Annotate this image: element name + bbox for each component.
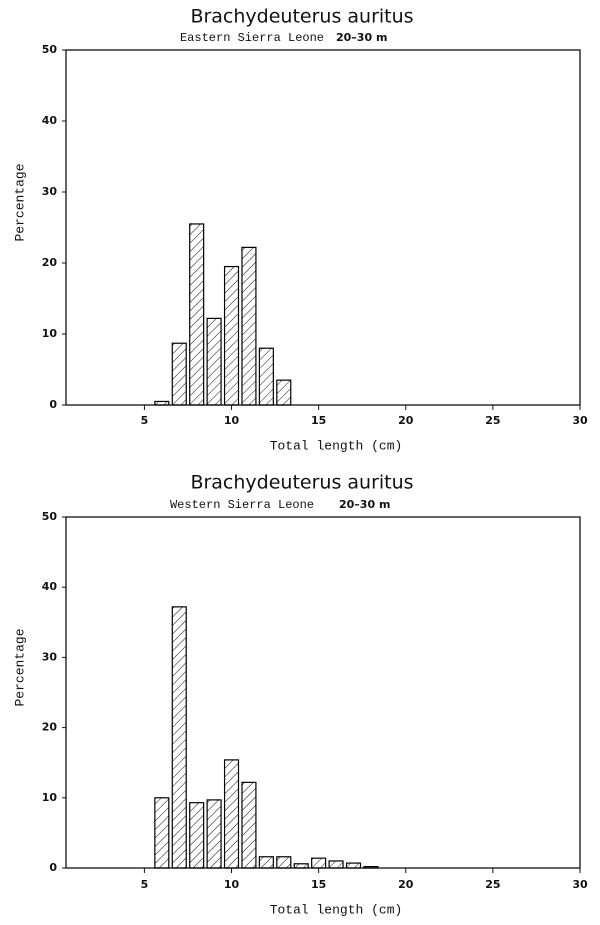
bar: [206, 317, 222, 406]
bar: [171, 342, 187, 406]
y-tick-label: 10: [42, 791, 58, 804]
depth-label: 20–30 m: [339, 498, 390, 511]
y-tick-label: 10: [42, 327, 58, 340]
x-tick-label: 15: [311, 414, 326, 427]
x-tick-label: 5: [141, 878, 149, 891]
y-tick-label: 50: [42, 510, 58, 523]
y-tick-label: 30: [42, 650, 58, 663]
x-tick-label: 10: [224, 878, 240, 891]
x-axis-label: Total length (cm): [270, 902, 403, 917]
y-tick-label: 40: [42, 580, 58, 593]
x-tick-label: 15: [311, 878, 326, 891]
chart-subtitle: Western Sierra Leone: [170, 498, 314, 512]
y-tick-label: 20: [42, 721, 58, 734]
bar: [189, 802, 205, 869]
bar: [154, 797, 170, 869]
x-tick-label: 20: [398, 414, 414, 427]
depth-label: 20–30 m: [336, 31, 387, 44]
x-axis-label: Total length (cm): [270, 438, 403, 453]
bar: [241, 781, 257, 869]
x-tick-label: 25: [485, 414, 500, 427]
plot-frame: [65, 516, 581, 869]
x-tick-label: 5: [141, 414, 149, 427]
x-tick-label: 30: [572, 878, 588, 891]
x-tick-label: 10: [224, 414, 240, 427]
bar: [171, 606, 187, 869]
bar: [154, 400, 170, 406]
y-tick-label: 50: [42, 43, 58, 56]
bar: [276, 379, 292, 406]
bar: [223, 759, 240, 869]
bar: [363, 865, 379, 869]
chart-title: Brachydeuterus auritus: [190, 472, 413, 494]
bar: [258, 347, 274, 406]
chart-subtitle: Eastern Sierra Leone: [180, 31, 324, 45]
bar: [223, 265, 240, 406]
bar: [206, 799, 222, 869]
y-tick-label: 20: [42, 256, 58, 269]
bar: [345, 862, 362, 869]
bar: [293, 863, 309, 869]
y-tick-label: 40: [42, 114, 58, 127]
chart-title: Brachydeuterus auritus: [190, 6, 413, 28]
bar: [189, 223, 205, 406]
bar: [241, 246, 257, 406]
y-axis-label: Percentage: [12, 628, 27, 706]
bar: [311, 857, 327, 869]
bar: [276, 856, 292, 869]
x-tick-label: 20: [398, 878, 414, 891]
x-tick-label: 25: [485, 878, 500, 891]
y-axis-label: Percentage: [12, 163, 27, 241]
bar: [258, 856, 274, 869]
plot-frame: [65, 49, 581, 406]
x-tick-label: 30: [572, 414, 588, 427]
y-tick-label: 30: [42, 185, 58, 198]
y-tick-label: 0: [49, 861, 57, 874]
y-tick-label: 0: [49, 398, 57, 411]
bar: [328, 860, 344, 869]
